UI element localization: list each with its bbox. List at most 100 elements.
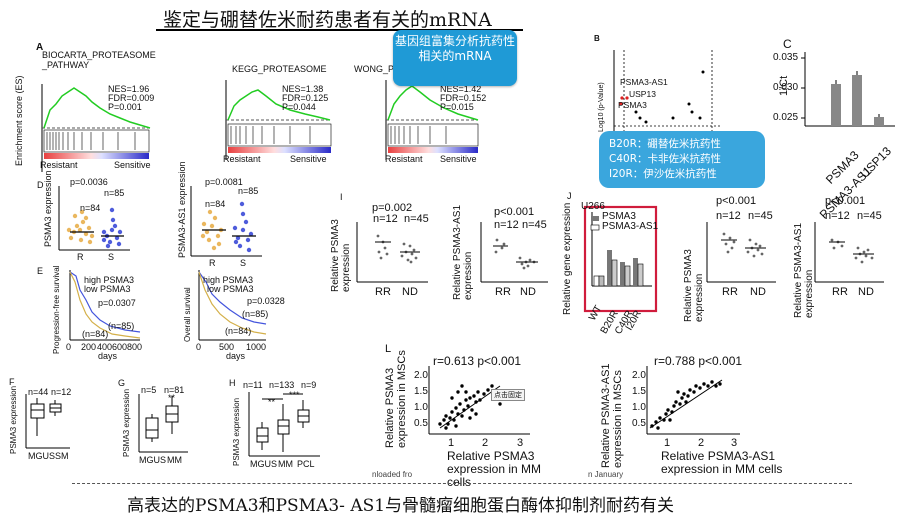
survival-e-right <box>198 270 267 341</box>
dotplot-i-left <box>356 222 428 283</box>
panel-e-left-xtick-3: 400 <box>97 342 113 352</box>
gsea3-nes: NES=1.42 <box>440 84 482 94</box>
panel-h-sig2: *** <box>289 390 300 400</box>
panel-j-legend-1: PSMA3 <box>602 211 636 222</box>
panel-l-left-ytick-2: 1.5 <box>414 386 428 397</box>
gsea2-nes: NES=1.38 <box>282 84 324 94</box>
panel-e-right-low: low PSMA3 <box>207 284 254 294</box>
dotplot-i-right <box>480 222 548 283</box>
panel-f-x2: SM <box>55 451 69 461</box>
panel-l-left-xtick-3: 3 <box>517 437 524 449</box>
panel-i-right-n2: n=45 <box>522 219 547 231</box>
gsea1-resistant: Resistant <box>40 160 78 170</box>
panel-e-right-xtick-3: 1000 <box>246 342 267 352</box>
scatter-l-left <box>428 366 530 435</box>
volcano-gene-1: PSMA3-AS1 <box>620 77 668 87</box>
panel-e-letter: E <box>37 266 44 276</box>
panel-j-right-ylabel: Relative PSMA3-AS1 expression <box>793 222 815 318</box>
panel-j-right-x1: RR <box>832 286 848 298</box>
gsea3-sensitive: Sensitive <box>440 154 477 164</box>
gsea2-p: P=0.044 <box>282 102 316 112</box>
gsea3-name: WONG_PRO <box>354 64 408 74</box>
panel-d-left-ylabel: PSMA3 expression <box>43 170 53 247</box>
separator-line <box>72 483 852 484</box>
panel-e-left-ylabel: Progression-free survival <box>52 265 61 354</box>
panel-l-left-ylabel: Relative PSMA3 expression in MSCs <box>384 350 408 448</box>
panel-j-left-x2: ND <box>750 286 766 298</box>
panel-l-right-stat: r=0.788 p<0.001 <box>654 354 743 368</box>
boxplot-f <box>25 394 70 449</box>
panel-i-left-n2: n=45 <box>404 213 429 225</box>
panel-i-left-x2: ND <box>402 286 418 298</box>
panel-j-left-n1: n=12 <box>716 210 741 222</box>
panel-g-ylabel: PSMA3 expression <box>122 388 131 457</box>
panel-g-sig: ** <box>168 393 176 403</box>
panel-h-sig1: ** <box>268 397 276 407</box>
gsea-callout: 基因组富集分析抗药性相关的mRNA <box>393 30 517 86</box>
panel-j-right-p: p<0.001 <box>825 195 866 207</box>
panel-d-right-n2: n=85 <box>238 186 259 196</box>
gsea1-name: BIOCARTA_PROTEASOME _PATHWAY <box>42 50 156 70</box>
bar-chart-j <box>583 205 658 313</box>
drug-callout-line-2: C40R：卡非佐米抗药性 <box>609 153 721 165</box>
panel-l-right-xtick-1: 1 <box>664 437 671 449</box>
panel-e-right-ylabel: Overall survival <box>183 287 192 342</box>
panel-g-n1: n=5 <box>141 385 157 395</box>
panel-d-letter: D <box>37 180 44 190</box>
panel-g-letter: G <box>118 378 126 388</box>
panel-l-left-xlabel: Relative PSMA3 expression in MM cells <box>447 449 542 489</box>
panel-l-letter: L <box>385 343 392 355</box>
panel-e-left-xtick-2: 200 <box>81 342 97 352</box>
panel-l-right-ytick-4: 0.5 <box>632 418 646 429</box>
gsea-plot-2 <box>225 80 332 160</box>
panel-e-left-xtick-5: 800 <box>127 342 143 352</box>
drug-callout-line-1: B20R：硼替佐米抗药性 <box>609 138 721 150</box>
panel-l-left-ytick-4: 0.5 <box>414 418 428 429</box>
drug-callout-line-3: I20R：伊沙佐米抗药性 <box>609 168 717 180</box>
panel-i-left-p: p=0.002 <box>372 202 413 214</box>
panel-g-n2: n=81 <box>164 385 185 395</box>
panel-j-right-n1: n=12 <box>825 210 850 222</box>
dotplot-j-left <box>706 222 776 283</box>
panel-c-ytick-3: 0.025 <box>773 112 799 123</box>
panel-i-left-x1: RR <box>375 286 391 298</box>
panel-a-letter: A <box>36 42 44 53</box>
panel-e-left-xlabel: days <box>98 351 118 361</box>
panel-e-right-n84: (n=84) <box>225 326 252 336</box>
volcano-gene-2: USP13 <box>629 89 656 99</box>
panel-h-n1: n=11 <box>243 380 263 390</box>
panel-h-x3: PCL <box>297 459 315 469</box>
panel-e-right-n85: (n=85) <box>242 309 269 319</box>
panel-d-left-n2: n=85 <box>104 188 125 198</box>
panel-j-ylabel: Relative gene expression <box>562 202 573 315</box>
panel-f-x1: MGUS <box>28 451 55 461</box>
panel-l-right-ytick-1: 2.0 <box>632 370 646 381</box>
panel-e-right-xtick-2: 500 <box>219 342 235 352</box>
panel-i-right-p: p<0.001 <box>494 206 535 218</box>
panel-i-letter: I <box>340 192 343 202</box>
panel-j-letter: J <box>567 191 572 201</box>
panel-b-letter: B <box>594 34 600 43</box>
gsea3-fdr: FDR=0.152 <box>440 93 487 103</box>
panel-e-right-xlabel: days <box>226 351 246 361</box>
gsea1-sensitive: Sensitive <box>114 160 151 170</box>
panel-j-cell: U266 <box>581 201 605 212</box>
panel-d-right-p: p=0.0081 <box>205 177 243 187</box>
panel-e-left-n84: (n=84) <box>82 329 109 339</box>
panel-i-right-ylabel: Relative PSMA3-AS1 expression <box>452 204 474 300</box>
panel-i-right-x1: RR <box>495 286 511 298</box>
panel-e-right-xtick-1: 0 <box>196 342 202 352</box>
panel-h-ylabel: PSMA3 expression <box>232 397 241 466</box>
panel-h-x2: MM <box>278 459 293 469</box>
panel-i-left-n1: n=12 <box>373 213 398 225</box>
panel-f-ylabel: PSMA3 expression <box>9 385 18 454</box>
panel-f-n2: n=12 <box>51 387 72 397</box>
panel-d-left-x2: S <box>108 252 115 262</box>
gsea-plot-3 <box>385 80 479 160</box>
survival-e-left <box>69 270 141 341</box>
bottom-caption: 高表达的PSMA3和PSMA3- AS1与骨髓瘤细胞蛋白酶体抑制剂耐药有关 <box>127 496 675 516</box>
tooltip-box: 点击固定 <box>491 389 525 401</box>
panel-j-left-n2: n=45 <box>748 210 773 222</box>
panel-h-n3: n=9 <box>301 380 317 390</box>
